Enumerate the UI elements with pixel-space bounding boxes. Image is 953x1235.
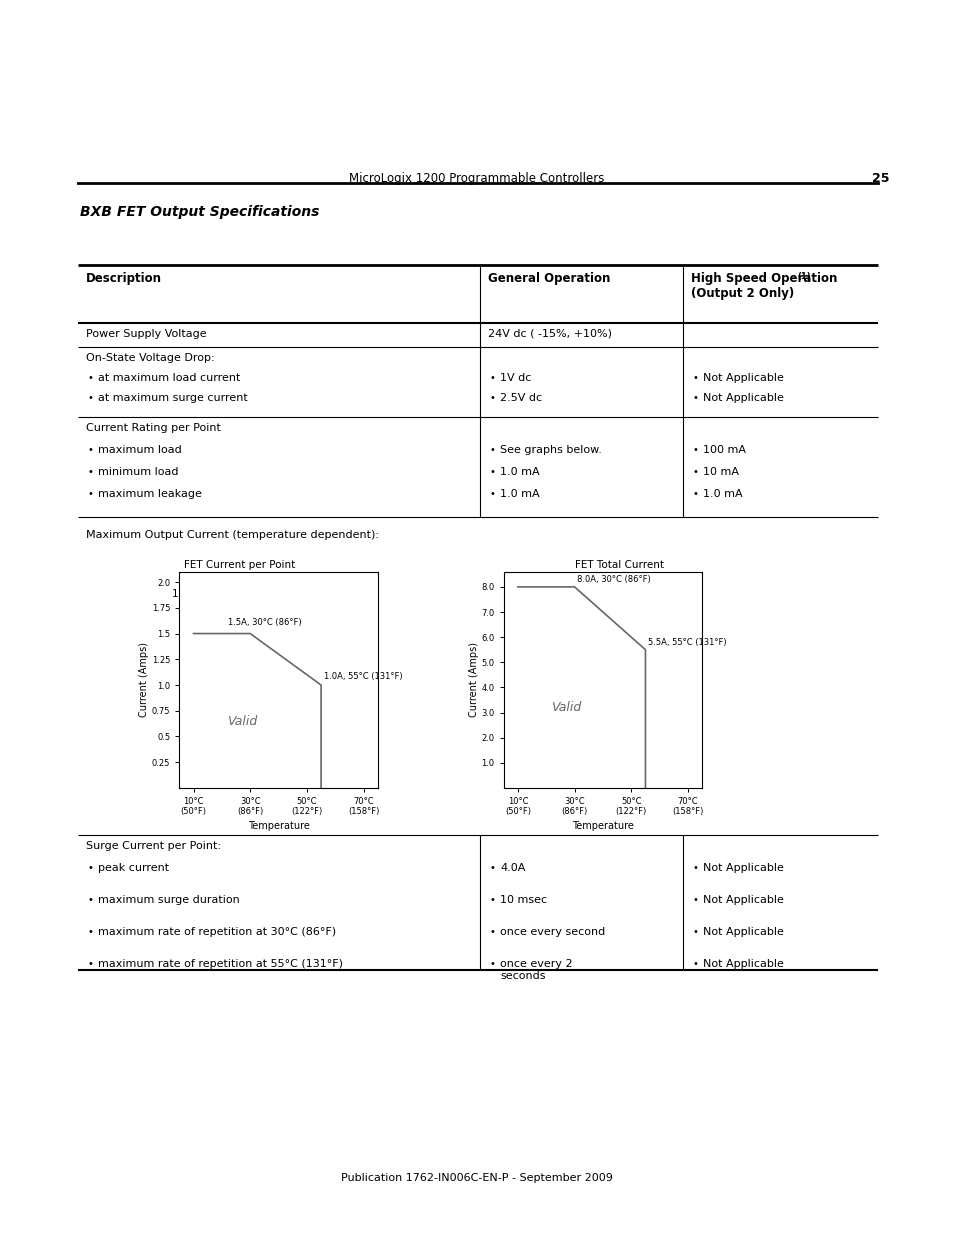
Text: maximum load: maximum load bbox=[98, 445, 182, 454]
Text: High Speed Operation: High Speed Operation bbox=[690, 272, 837, 285]
Text: •: • bbox=[490, 960, 496, 969]
Text: •: • bbox=[88, 863, 93, 873]
Text: •: • bbox=[692, 863, 699, 873]
Text: •: • bbox=[88, 960, 93, 969]
Text: See graphs below.: See graphs below. bbox=[499, 445, 601, 454]
Text: •: • bbox=[88, 373, 93, 383]
Text: 1.0 mA: 1.0 mA bbox=[499, 467, 539, 477]
Text: MicroLogix 1200 Programmable Controllers: MicroLogix 1200 Programmable Controllers bbox=[349, 172, 604, 185]
Text: Not Applicable: Not Applicable bbox=[702, 895, 783, 905]
Text: Power Supply Voltage: Power Supply Voltage bbox=[86, 329, 207, 338]
Text: 1762-L24BXBR, L40BXBR): 1762-L24BXBR, L40BXBR) bbox=[172, 588, 308, 598]
Text: FET Current per Point: FET Current per Point bbox=[184, 559, 295, 571]
Text: •: • bbox=[692, 445, 699, 454]
Text: •: • bbox=[88, 467, 93, 477]
Text: 4.0A: 4.0A bbox=[499, 863, 525, 873]
Text: Not Applicable: Not Applicable bbox=[702, 927, 783, 937]
Text: Valid: Valid bbox=[227, 715, 256, 727]
Text: •: • bbox=[490, 373, 496, 383]
Text: •: • bbox=[88, 393, 93, 403]
Text: •: • bbox=[88, 489, 93, 499]
Text: 5.5A, 55°C (131°F): 5.5A, 55°C (131°F) bbox=[648, 638, 726, 647]
Text: 25: 25 bbox=[871, 172, 888, 185]
Y-axis label: Current (Amps): Current (Amps) bbox=[139, 642, 149, 718]
Text: Not Applicable: Not Applicable bbox=[702, 393, 783, 403]
Text: BXB FET Output Specifications: BXB FET Output Specifications bbox=[80, 205, 319, 219]
Text: •: • bbox=[490, 927, 496, 937]
Text: •: • bbox=[692, 489, 699, 499]
Text: 10 mA: 10 mA bbox=[702, 467, 739, 477]
Text: Surge Current per Point:: Surge Current per Point: bbox=[86, 841, 221, 851]
Text: 24V dc ( -15%, +10%): 24V dc ( -15%, +10%) bbox=[488, 329, 612, 338]
Text: •: • bbox=[490, 489, 496, 499]
Text: (1762-L24BXB, L40BXB: (1762-L24BXB, L40BXB bbox=[179, 574, 300, 584]
Text: Maximum Output Current (temperature dependent):: Maximum Output Current (temperature depe… bbox=[86, 530, 378, 540]
X-axis label: Temperature: Temperature bbox=[572, 820, 633, 830]
Text: •: • bbox=[490, 393, 496, 403]
Y-axis label: Current (Amps): Current (Amps) bbox=[468, 642, 478, 718]
Text: peak current: peak current bbox=[98, 863, 169, 873]
Text: 1.0 mA: 1.0 mA bbox=[499, 489, 539, 499]
Text: 1V dc: 1V dc bbox=[499, 373, 531, 383]
Text: Publication 1762-IN006C-EN-P - September 2009: Publication 1762-IN006C-EN-P - September… bbox=[341, 1173, 612, 1183]
Text: •: • bbox=[692, 393, 699, 403]
Text: Not Applicable: Not Applicable bbox=[702, 373, 783, 383]
Text: 8.0A, 30°C (86°F): 8.0A, 30°C (86°F) bbox=[577, 576, 651, 584]
Text: •: • bbox=[490, 445, 496, 454]
Text: Valid: Valid bbox=[551, 701, 580, 714]
Text: •: • bbox=[88, 895, 93, 905]
Text: minimum load: minimum load bbox=[98, 467, 178, 477]
Text: at maximum load current: at maximum load current bbox=[98, 373, 240, 383]
Text: •: • bbox=[692, 960, 699, 969]
Text: (1): (1) bbox=[796, 272, 810, 282]
Text: (1762-L40BXB and L40BXBR): (1762-L40BXB and L40BXBR) bbox=[543, 574, 696, 584]
Text: Description: Description bbox=[86, 272, 162, 285]
Text: (Output 2 Only): (Output 2 Only) bbox=[690, 287, 794, 300]
Text: 1.0A, 55°C (131°F): 1.0A, 55°C (131°F) bbox=[324, 672, 402, 680]
Text: once every 2
seconds: once every 2 seconds bbox=[499, 960, 572, 981]
Text: •: • bbox=[692, 373, 699, 383]
Text: FET Total Current: FET Total Current bbox=[575, 559, 664, 571]
Text: 1.5A, 30°C (86°F): 1.5A, 30°C (86°F) bbox=[228, 619, 301, 627]
Text: maximum rate of repetition at 55°C (131°F): maximum rate of repetition at 55°C (131°… bbox=[98, 960, 343, 969]
Text: 10 msec: 10 msec bbox=[499, 895, 547, 905]
Text: •: • bbox=[490, 467, 496, 477]
Text: •: • bbox=[88, 445, 93, 454]
Text: at maximum surge current: at maximum surge current bbox=[98, 393, 248, 403]
Text: 100 mA: 100 mA bbox=[702, 445, 745, 454]
Text: •: • bbox=[692, 895, 699, 905]
Text: Current Rating per Point: Current Rating per Point bbox=[86, 424, 221, 433]
Text: General Operation: General Operation bbox=[488, 272, 610, 285]
Text: •: • bbox=[490, 863, 496, 873]
Text: once every second: once every second bbox=[499, 927, 604, 937]
Text: maximum leakage: maximum leakage bbox=[98, 489, 202, 499]
Text: maximum rate of repetition at 30°C (86°F): maximum rate of repetition at 30°C (86°F… bbox=[98, 927, 335, 937]
Text: 2.5V dc: 2.5V dc bbox=[499, 393, 541, 403]
Text: On-State Voltage Drop:: On-State Voltage Drop: bbox=[86, 353, 214, 363]
Text: 1.0 mA: 1.0 mA bbox=[702, 489, 741, 499]
Text: •: • bbox=[692, 927, 699, 937]
Text: Not Applicable: Not Applicable bbox=[702, 863, 783, 873]
Text: •: • bbox=[490, 895, 496, 905]
Text: maximum surge duration: maximum surge duration bbox=[98, 895, 239, 905]
Text: •: • bbox=[88, 927, 93, 937]
Text: •: • bbox=[692, 467, 699, 477]
X-axis label: Temperature: Temperature bbox=[248, 820, 309, 830]
Text: Not Applicable: Not Applicable bbox=[702, 960, 783, 969]
